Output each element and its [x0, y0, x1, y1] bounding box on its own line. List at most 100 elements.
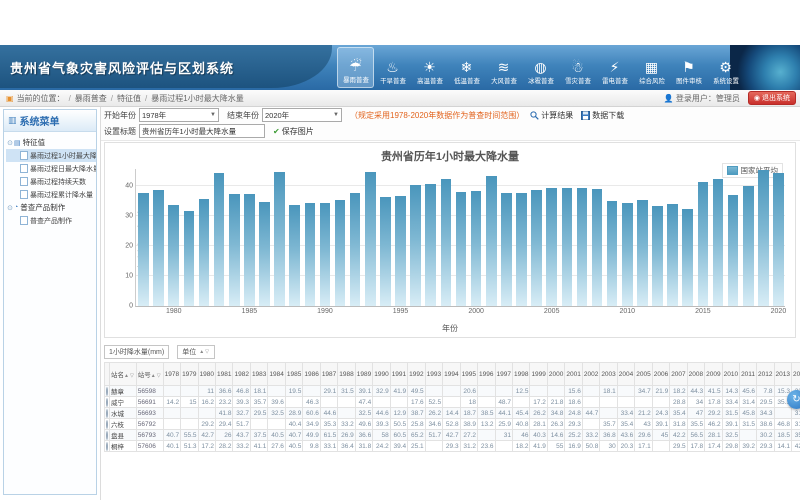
start-year-select[interactable]: 1978年 ▼ — [139, 108, 219, 122]
save-image-button[interactable]: ✔ 保存图片 — [273, 126, 314, 136]
year-column-header[interactable]: 1979 — [180, 362, 199, 386]
year-column-header[interactable]: 1992 — [407, 362, 426, 386]
toolbar-item-drought[interactable]: ♨ 干旱普查 — [374, 47, 411, 88]
chart-title-input[interactable]: 贵州省历年1小时最大降水量 — [139, 124, 265, 138]
year-column-header[interactable]: 1989 — [354, 362, 374, 386]
value-cell: 35.8 — [790, 429, 800, 441]
year-column-header[interactable]: 1990 — [372, 362, 391, 386]
toolbar-item-wind[interactable]: ≋ 大风普查 — [485, 47, 522, 88]
year-column-header[interactable]: 2003 — [599, 362, 618, 386]
toolbar-item-heat[interactable]: ☀ 高温普查 — [411, 47, 448, 88]
year-column-header[interactable]: 1987 — [319, 362, 339, 386]
year-column-header[interactable]: 1983 — [249, 362, 269, 386]
year-column-header[interactable]: 2001 — [564, 362, 583, 386]
year-column-header[interactable]: 1986 — [302, 362, 321, 386]
value-cell — [581, 418, 601, 430]
toolbar-item-lightning[interactable]: ⚡ 雷电普查 — [596, 47, 633, 88]
radio-button[interactable] — [106, 408, 108, 418]
unit-sort-chip[interactable]: 单位 ▲▽ — [177, 344, 216, 359]
year-column-header[interactable]: 2012 — [756, 362, 775, 386]
year-column-header[interactable]: 1995 — [459, 362, 479, 386]
sidebar-item[interactable]: 普查产品制作 — [6, 214, 96, 227]
value-cell: 20.6 — [459, 385, 479, 397]
year-column-header[interactable]: 1999 — [529, 362, 548, 386]
year-column-header[interactable]: 2009 — [704, 362, 723, 386]
breadcrumb-item[interactable]: 暴雨普查 — [74, 93, 107, 103]
value-cell — [599, 396, 618, 408]
value-cell: 31.5 — [721, 407, 741, 419]
toolbar-item-rainstorm[interactable]: ☔ 暴雨普查 — [337, 47, 374, 88]
sidebar-group-1[interactable]: ⊙ ◔ 普查产品制作 — [6, 201, 96, 214]
year-column-header[interactable]: 2005 — [634, 362, 653, 386]
value-cell — [546, 385, 566, 397]
year-column-header[interactable]: 2013 — [773, 362, 792, 386]
toolbar-item-settings[interactable]: ⚙ 系统设置 — [707, 47, 744, 88]
title-setting-label: 设置标题 — [104, 126, 136, 136]
data-download-button[interactable]: 数据下载 — [581, 110, 624, 121]
sidebar-item[interactable]: 暴雨过程累计降水量 — [6, 188, 96, 201]
collapse-toggle-icon[interactable]: ⊙ — [7, 139, 13, 147]
hail-icon: ◍ — [534, 59, 547, 75]
end-year-select[interactable]: 2020年 ▼ — [262, 108, 342, 122]
metric-chip[interactable]: 1小时降水量(mm) — [104, 344, 170, 359]
row-select-cell[interactable] — [104, 440, 110, 452]
year-column-header[interactable]: 2000 — [546, 362, 566, 386]
year-column-header[interactable]: 1991 — [389, 362, 409, 386]
year-column-header[interactable]: 2007 — [669, 362, 688, 386]
radio-button[interactable] — [106, 430, 108, 440]
station-id-header[interactable]: 站号▲▽ — [135, 362, 164, 386]
toolbar-item-hail[interactable]: ◍ 冰雹普查 — [522, 47, 559, 88]
toolbar-item-map-review[interactable]: ⚑ 图件审核 — [670, 47, 707, 88]
year-column-header[interactable]: 1978 — [162, 362, 182, 386]
chart-bar — [138, 192, 149, 306]
sidebar-item[interactable]: 暴雨过程日最大降水量 — [6, 162, 96, 175]
year-column-header[interactable]: 1988 — [337, 362, 356, 386]
radio-button[interactable] — [106, 397, 108, 407]
breadcrumb-item[interactable]: 暴雨过程1小时最大降水量 — [151, 93, 244, 103]
toolbar-item-composite-risk[interactable]: ▦ 综合风险 — [633, 47, 670, 88]
year-column-header[interactable]: 1997 — [494, 362, 513, 386]
radio-button[interactable] — [106, 419, 108, 429]
calculate-button[interactable]: 计算结果 — [530, 110, 573, 121]
value-cell: 46.2 — [704, 418, 723, 430]
collapse-toggle-icon[interactable]: ⊙ — [7, 204, 13, 212]
toolbar-item-label: 综合风险 — [638, 78, 665, 85]
radio-button[interactable] — [106, 386, 108, 396]
year-column-header[interactable]: 1985 — [284, 362, 304, 386]
year-column-header[interactable]: 2014 — [790, 362, 800, 386]
year-column-header[interactable]: 1984 — [267, 362, 286, 386]
app-title-tab: 贵州省气象灾害风险评估与区划系统 — [0, 45, 332, 88]
year-column-header[interactable]: 1982 — [232, 362, 251, 386]
year-column-header[interactable]: 1993 — [424, 362, 444, 386]
year-column-header[interactable]: 2006 — [651, 362, 671, 386]
sidebar-item[interactable]: 暴雨过程持续天数 — [6, 175, 96, 188]
station-name-header[interactable]: 站名▲▽ — [109, 362, 137, 386]
radio-button[interactable] — [106, 441, 108, 451]
year-column-header[interactable]: 2004 — [616, 362, 636, 386]
year-column-header[interactable]: 1996 — [477, 362, 496, 386]
year-column-header[interactable]: 1998 — [511, 362, 531, 386]
floating-refresh-button[interactable]: ↻ — [787, 390, 800, 409]
chart-panel: 贵州省历年1小时最大降水量 国家站平均 1小时降水量（mm） 010203040… — [104, 142, 796, 338]
value-cell — [372, 396, 391, 408]
table-row: 桐梓 57606 40.1 51.3 17.2 28.2 33.2 41.1 27.6 40.5 9… — [104, 440, 800, 452]
breadcrumb-item[interactable]: 特征值 — [117, 93, 142, 103]
year-column-header[interactable]: 2008 — [686, 362, 706, 386]
logout-button[interactable]: ◉ 退出系统 — [747, 91, 796, 105]
toolbar-item-snow[interactable]: ☃ 雪灾普查 — [559, 47, 596, 88]
year-column-header[interactable]: 1994 — [442, 362, 461, 386]
sidebar-group-0[interactable]: ⊙ ▤ 特征值 — [6, 136, 96, 149]
menu-icon: ▥ — [8, 115, 17, 125]
toolbar-item-cold[interactable]: ❄ 低温普查 — [448, 47, 485, 88]
chart-bar — [410, 185, 421, 306]
lightning-icon: ⚡ — [609, 59, 620, 75]
year-column-header[interactable]: 1981 — [214, 362, 234, 386]
value-cell: 31.8 — [354, 440, 374, 452]
gridline — [136, 185, 785, 186]
year-column-header[interactable]: 1980 — [197, 362, 217, 386]
year-column-header[interactable]: 2002 — [581, 362, 601, 386]
power-icon: ◉ — [753, 95, 760, 102]
sidebar-item[interactable]: 暴雨过程1小时最大降水量 — [6, 149, 96, 162]
year-column-header[interactable]: 2010 — [721, 362, 741, 386]
year-column-header[interactable]: 2011 — [739, 362, 758, 386]
